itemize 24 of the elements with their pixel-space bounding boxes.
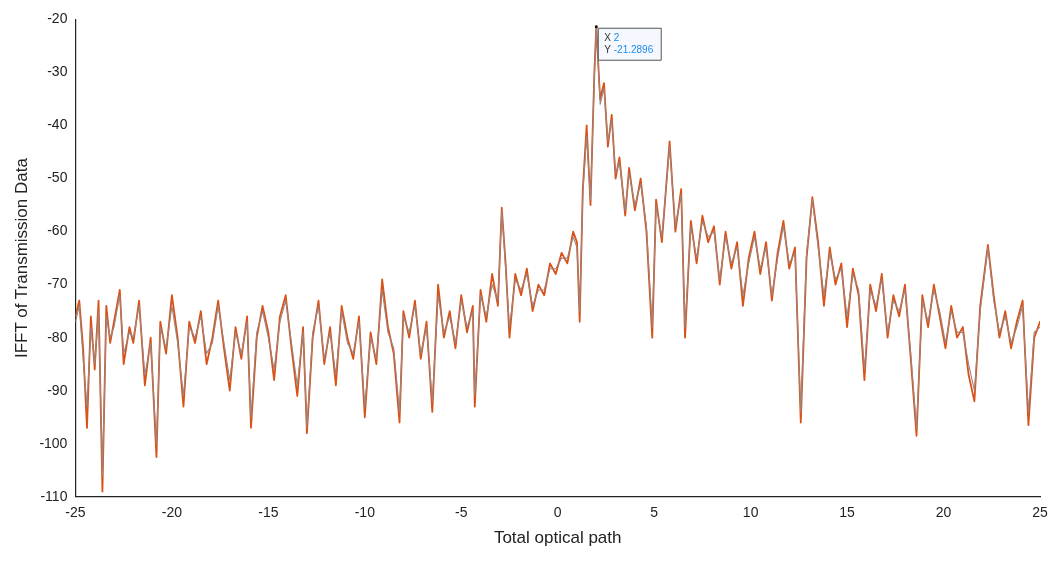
y-tick-label: -70 [47,275,68,292]
annotation: X 2 Y -21.2896 [604,31,654,55]
x-tick-label: -15 [258,504,279,521]
x-tick-label: 25 [1032,504,1048,521]
y-tick-label: -110 [40,487,68,504]
y-tick-label: -90 [47,381,68,398]
y-tick-label: -20 [47,10,68,27]
y-tick-label: -60 [47,222,68,239]
x-tick-label: -5 [455,504,468,521]
y-tick-label: -30 [47,63,68,80]
y-axis-title: IFFT of Transmission Data [11,157,31,359]
x-tick-label: -20 [161,504,183,521]
x-tick-label: 10 [742,504,759,521]
x-tick-label: -10 [354,504,376,521]
x-tick-label: 15 [839,504,856,521]
y-tick-label: -80 [47,328,68,345]
x-axis-title: Total optical path [493,528,622,548]
x-tick-label: 0 [553,504,562,521]
x-tick-label: 20 [935,504,952,521]
x-tick-label: 5 [650,504,659,521]
y-tick-label: -40 [47,116,68,133]
x-tick-label: -25 [65,504,86,521]
y-tick-label: -100 [39,434,68,451]
y-tick-label: -50 [47,169,68,186]
